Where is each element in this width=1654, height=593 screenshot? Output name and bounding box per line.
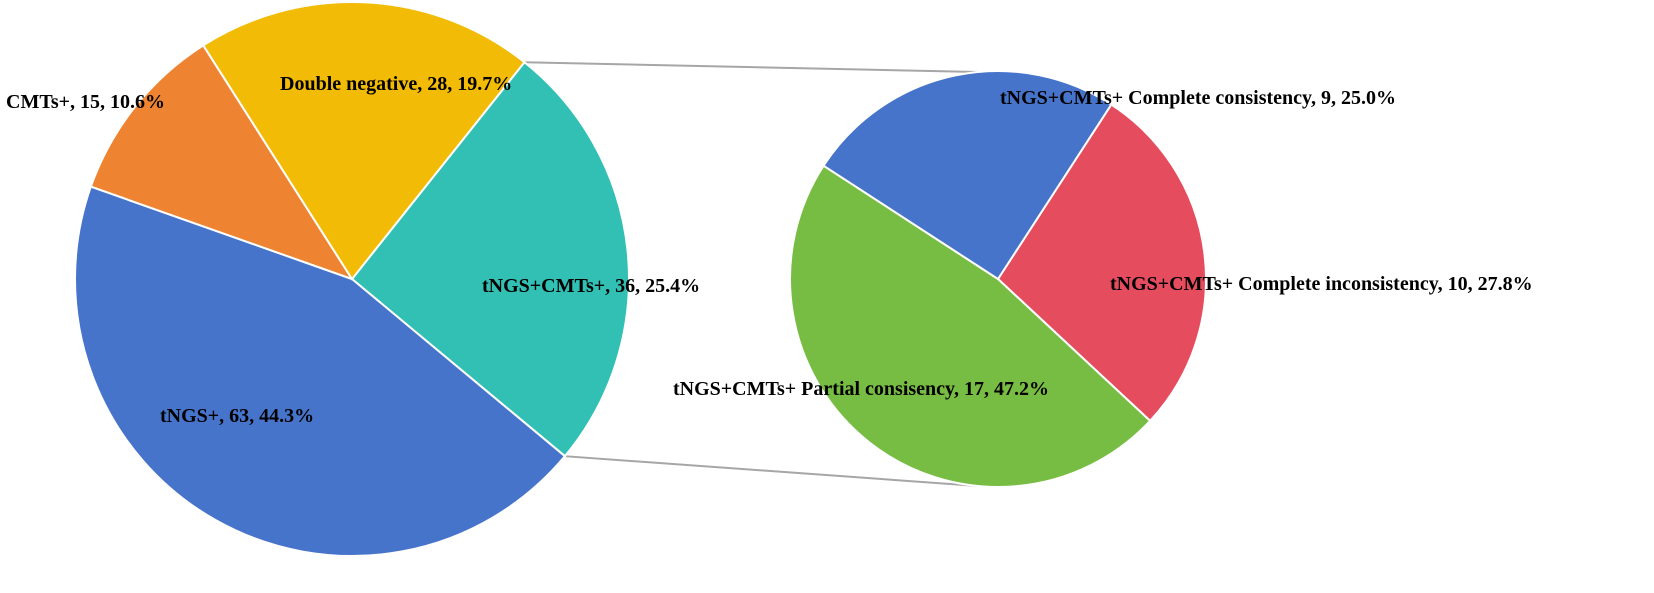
main-slice-tngs xyxy=(74,185,567,557)
data-label-double-negative: Double negative, 28, 19.7% xyxy=(280,73,512,95)
connector-line-top xyxy=(524,61,979,73)
secondary-pie xyxy=(789,70,1207,488)
data-label-complete-inconsistency: tNGS+CMTs+ Complete inconsistency, 10, 2… xyxy=(1110,273,1533,295)
secondary-slice-tngs-cmts-complete-consistency xyxy=(822,70,1113,281)
data-label-complete-consistency: tNGS+CMTs+ Complete consistency, 9, 25.0… xyxy=(1000,87,1396,109)
secondary-slice-tngs-cmts-partial-consisency xyxy=(789,164,1152,488)
main-slice-tngs-cmts xyxy=(350,60,630,458)
main-slice-double-negative xyxy=(201,1,526,281)
data-label-tngs: tNGS+, 63, 44.3% xyxy=(160,405,314,427)
secondary-slice-tngs-cmts-complete-inconsistency xyxy=(996,103,1207,423)
data-label-cmts: CMTs+, 15, 10.6% xyxy=(6,91,165,113)
data-label-partial-consisency: tNGS+CMTs+ Partial consisency, 17, 47.2% xyxy=(673,378,1049,400)
connector-line-bottom xyxy=(564,455,979,487)
main-slice-cmts xyxy=(89,43,355,281)
main-pie xyxy=(74,1,630,557)
data-label-tngs-cmts: tNGS+CMTs+, 36, 25.4% xyxy=(482,275,700,297)
